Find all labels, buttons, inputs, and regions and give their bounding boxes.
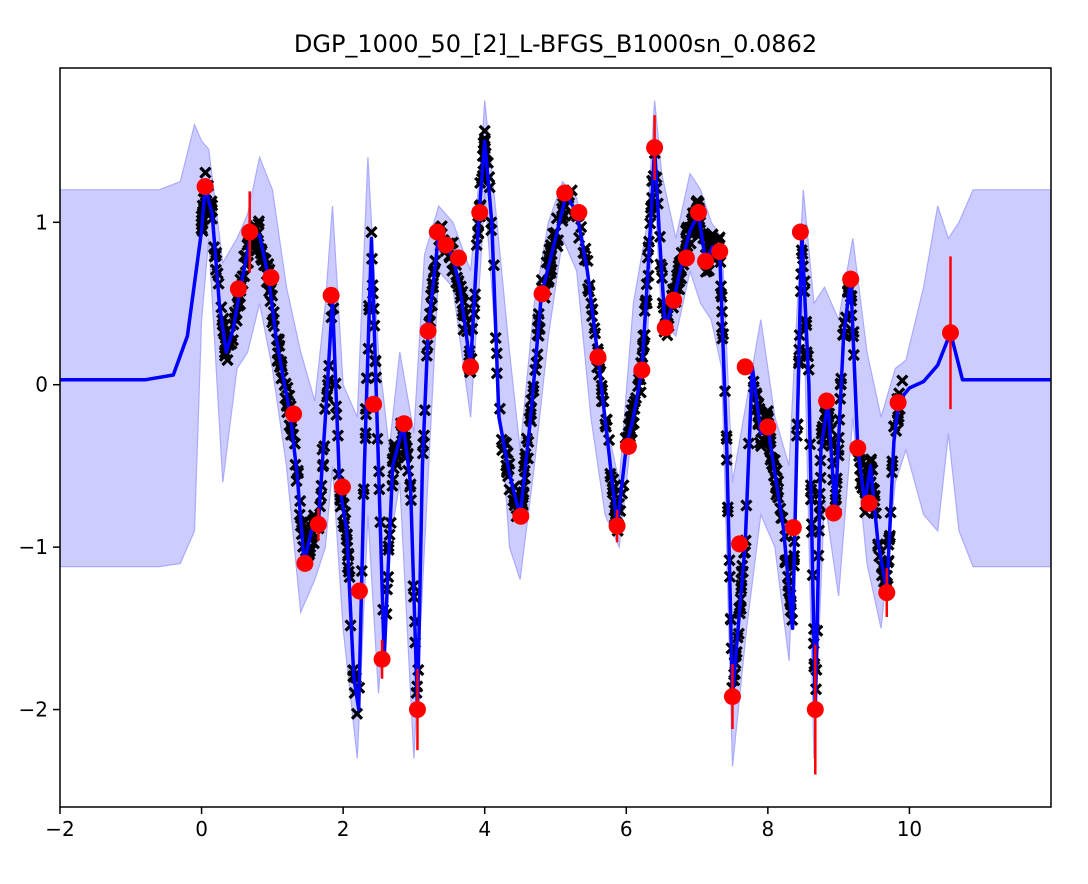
- inducing-point: [471, 204, 489, 222]
- y-tick-label: 0: [35, 373, 48, 397]
- x-tick-label: 8: [761, 817, 774, 841]
- y-tick-label: −2: [19, 698, 48, 722]
- inducing-point: [806, 701, 824, 719]
- inducing-point: [241, 223, 259, 241]
- inducing-point: [196, 178, 214, 196]
- data-point: [712, 233, 725, 246]
- inducing-point: [462, 358, 480, 376]
- inducing-point: [229, 280, 247, 298]
- x-tick-label: 0: [195, 817, 208, 841]
- inducing-point: [556, 184, 574, 202]
- plot-area: [60, 100, 1051, 775]
- inducing-point: [395, 415, 413, 433]
- inducing-point: [784, 519, 802, 537]
- chart-title: DGP_1000_50_[2]_L-BFGS_B1000sn_0.0862: [294, 30, 817, 58]
- axes-frame: [59, 67, 1052, 808]
- plot-content: [60, 100, 1051, 775]
- inducing-point: [419, 322, 437, 340]
- inducing-point: [849, 439, 867, 457]
- inducing-point: [689, 204, 707, 222]
- inducing-point: [825, 504, 843, 522]
- inducing-point: [889, 394, 907, 412]
- inducing-point: [791, 223, 809, 241]
- x-tick-label: 2: [337, 817, 350, 841]
- inducing-point: [711, 243, 729, 261]
- inducing-point: [589, 348, 607, 366]
- inducing-point: [450, 249, 468, 267]
- data-point: [199, 166, 212, 179]
- inducing-point: [333, 478, 351, 496]
- data-point: [478, 124, 491, 138]
- inducing-point: [646, 139, 664, 157]
- y-tick-label: 1: [35, 210, 48, 234]
- data-point: [896, 374, 909, 387]
- data-point: [365, 225, 378, 239]
- inducing-point: [665, 291, 683, 309]
- y-tick-label: −1: [19, 535, 48, 559]
- inducing-point: [608, 517, 626, 535]
- inducing-point: [570, 204, 588, 222]
- inducing-point: [428, 223, 446, 241]
- inducing-point: [723, 688, 741, 706]
- axes: −2 0 2 4 6 8 10 −2 −1 0 1: [19, 67, 1052, 841]
- inducing-point: [533, 285, 551, 303]
- inducing-point: [322, 286, 340, 304]
- data-point: [350, 707, 364, 720]
- inducing-point: [656, 319, 674, 337]
- x-tick-label: 4: [478, 817, 491, 841]
- inducing-point: [309, 515, 327, 533]
- inducing-point: [373, 650, 391, 668]
- data-point: [864, 453, 878, 466]
- inducing-point: [619, 437, 637, 455]
- inducing-point: [860, 494, 878, 512]
- inducing-point: [408, 701, 426, 719]
- inducing-point: [365, 395, 383, 413]
- inducing-point: [941, 324, 959, 342]
- inducing-point: [437, 236, 455, 254]
- inducing-point: [818, 392, 836, 410]
- inducing-point: [296, 554, 314, 572]
- inducing-point: [736, 358, 754, 376]
- x-tick-label: −2: [45, 817, 74, 841]
- inducing-point: [285, 405, 303, 423]
- inducing-point: [512, 507, 530, 525]
- inducing-point: [878, 584, 896, 602]
- data-point: [252, 215, 266, 228]
- inducing-point: [842, 270, 860, 288]
- inducing-point: [677, 249, 695, 267]
- inducing-point: [731, 535, 749, 553]
- inducing-point: [697, 252, 715, 270]
- inducing-point: [759, 418, 777, 436]
- inducing-point: [633, 361, 651, 379]
- x-tick-label: 10: [897, 817, 922, 841]
- data-point: [218, 349, 232, 362]
- inducing-point: [262, 269, 280, 287]
- inducing-point: [350, 582, 368, 600]
- x-tick-label: 6: [620, 817, 633, 841]
- data-point: [760, 408, 773, 421]
